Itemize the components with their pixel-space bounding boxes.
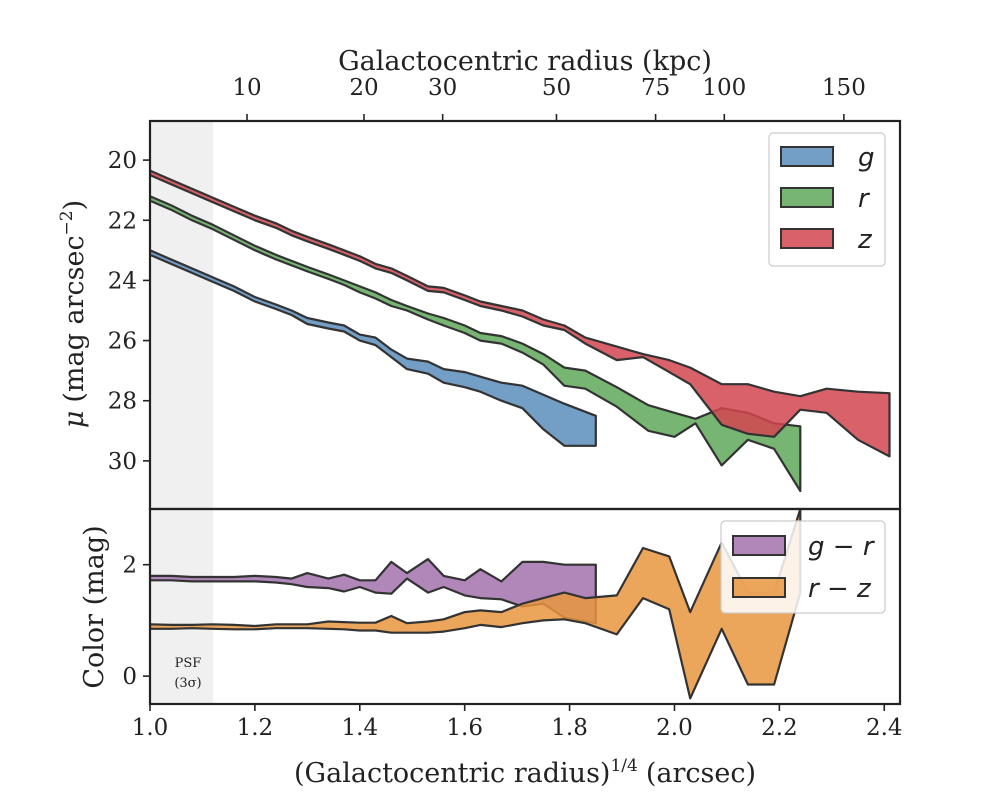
band-z — [150, 169, 891, 458]
legend-label: g — [858, 143, 875, 173]
x-tick-label: 1.6 — [446, 715, 483, 741]
x-tick-label: 1.2 — [237, 715, 274, 741]
axis-ticks: 1.0 1.2 1.4 1.6 1.8 2.0 2.2 2.410 20 30 50 75 100 150… — [108, 75, 903, 741]
x-tick-label: 1.4 — [342, 715, 379, 741]
psf-note-line-1: PSF — [175, 656, 202, 671]
color-bands — [150, 509, 802, 700]
y-tick-label: 24 — [108, 268, 137, 294]
band-rz — [150, 509, 802, 700]
band-g — [150, 249, 597, 447]
top-x-axis-label: Galactocentric radius (kpc) — [338, 46, 712, 77]
top-x-tick-label: 50 — [542, 75, 571, 101]
legend-label: z — [857, 225, 873, 255]
legend-bands: grz — [768, 132, 886, 267]
y-axis-label-top: μ(mag arcsec−2) — [57, 200, 90, 428]
x-tick-label: 2.4 — [866, 715, 903, 741]
y-tick-label: 22 — [108, 208, 137, 234]
legend-label: r — [858, 184, 871, 214]
x-tick-label: 1.8 — [551, 715, 588, 741]
legend-swatch — [780, 228, 834, 249]
psf-region — [150, 509, 213, 704]
x-axis-label: (Galactocentric radius)1/4 (arcsec) — [294, 756, 756, 789]
legend-swatch — [780, 187, 834, 208]
legend-swatch — [732, 535, 786, 556]
legend-colors: g − r r − z — [720, 520, 886, 614]
y-tick-label: 0 — [122, 664, 137, 690]
y-tick-label: 30 — [108, 449, 137, 475]
y-tick-label: 26 — [108, 329, 137, 355]
band-r — [150, 195, 802, 493]
y-tick-label: 20 — [108, 148, 137, 174]
top-x-tick-label: 150 — [822, 75, 866, 101]
top-x-tick-label: 30 — [428, 75, 457, 101]
surface-brightness-bands — [150, 169, 891, 493]
legend-label: r − z — [808, 574, 872, 604]
bottom-panel-frame — [148, 507, 902, 706]
legend-swatch — [732, 577, 786, 598]
psf-note-line-2: (3σ) — [174, 676, 201, 691]
top-x-tick-label: 10 — [232, 75, 261, 101]
top-x-tick-label: 100 — [702, 75, 746, 101]
y-tick-label: 28 — [108, 389, 137, 415]
legend-label: g − r — [808, 532, 876, 562]
x-tick-label: 2.0 — [656, 715, 693, 741]
x-tick-label: 1.0 — [132, 715, 169, 741]
y-tick-label: 2 — [122, 553, 137, 579]
y-axis-label-bottom: Color (mag) — [79, 525, 110, 688]
top-x-tick-label: 75 — [641, 75, 670, 101]
top-x-tick-label: 20 — [349, 75, 378, 101]
legend-swatch — [780, 146, 834, 167]
x-tick-label: 2.2 — [761, 715, 798, 741]
